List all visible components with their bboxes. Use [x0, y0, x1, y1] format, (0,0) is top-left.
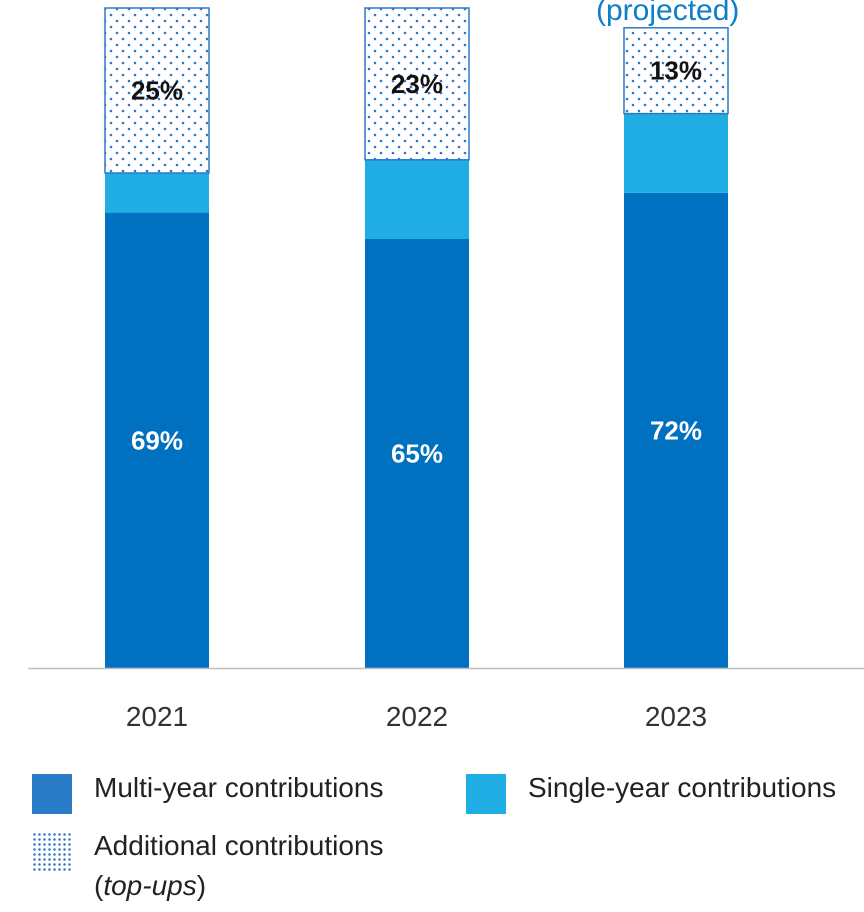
- bar-single-year-2021: [105, 173, 209, 213]
- data-label-additional-2021: 25%: [131, 76, 183, 106]
- bar-multi-year-2022: [365, 239, 469, 668]
- legend-label-single-year: Single-year contributions: [528, 772, 837, 803]
- data-label-additional-2023: 13%: [650, 56, 702, 86]
- x-tick-label-2022: 2022: [386, 701, 448, 732]
- bar-multi-year-2023: [624, 192, 728, 669]
- bar-additional-2021: [104, 7, 210, 174]
- legend-swatch-single-year: [466, 774, 506, 814]
- legend-label-topups: top-ups: [103, 870, 197, 901]
- legend-item-additional: Additional contributions (top-ups): [32, 826, 384, 906]
- x-tick-label-2021: 2021: [126, 701, 188, 732]
- x-tick-labels: 2021 2022 2023: [126, 701, 707, 732]
- projected-note: (projected): [596, 0, 740, 27]
- data-label-multi-year-2021: 69%: [131, 425, 183, 455]
- legend-label-multi-year: Multi-year contributions: [94, 772, 384, 803]
- stacked-bar-chart: 69% 25% 65% 23% 72% 13% 2021 2022 2023: [28, 7, 864, 732]
- bar-single-year-2023: [624, 113, 728, 193]
- legend-item-single-year: Single-year contributions: [466, 768, 836, 814]
- legend-swatch-multi-year: [32, 774, 72, 814]
- bar-additional-2022: [364, 7, 470, 161]
- bars-group: 69% 25% 65% 23% 72% 13%: [104, 7, 729, 669]
- legend-label-additional-line2: (top-ups): [94, 870, 207, 901]
- bar-additional-2023: [623, 27, 729, 115]
- data-label-multi-year-2023: 72%: [650, 415, 702, 445]
- legend-label-additional-line1: Additional contributions: [94, 830, 384, 861]
- bar-single-year-2022: [365, 159, 469, 239]
- legend-item-multi-year: Multi-year contributions: [32, 768, 383, 814]
- data-label-additional-2022: 23%: [391, 69, 443, 99]
- legend-swatch-additional: [32, 832, 72, 872]
- legend-label-additional: Additional contributions (top-ups): [94, 826, 384, 906]
- data-label-multi-year-2022: 65%: [391, 439, 443, 469]
- x-tick-label-2023: 2023: [645, 701, 707, 732]
- bar-multi-year-2021: [105, 212, 209, 668]
